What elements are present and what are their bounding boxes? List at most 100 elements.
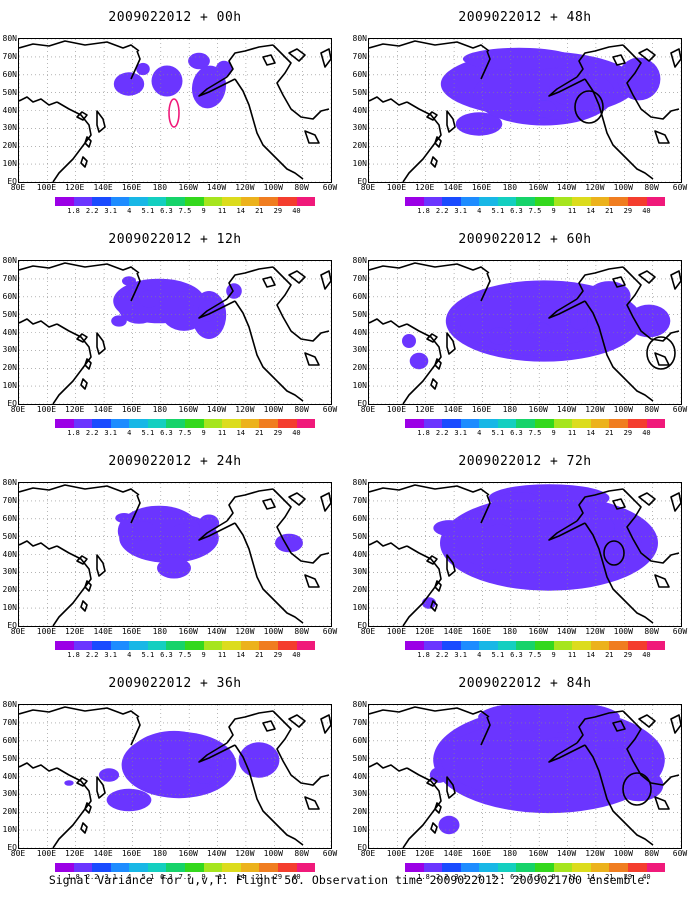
coastline xyxy=(320,492,331,512)
lat-tick-label: 50N xyxy=(2,531,17,541)
lat-tick-label: 10N xyxy=(2,603,17,613)
variance-contour xyxy=(593,517,615,539)
colorbar-swatch xyxy=(147,197,167,206)
lat-tick-label: 40N xyxy=(352,327,367,337)
coastline xyxy=(446,332,456,355)
colorbar-swatch xyxy=(460,419,480,428)
lat-tick-label: 20N xyxy=(2,585,17,595)
lon-tick-label: 140E xyxy=(443,405,463,414)
coastline xyxy=(234,300,304,402)
lon-tick-label: 120W xyxy=(585,627,605,636)
variance-contour xyxy=(98,768,120,782)
lat-tick-label: EQ xyxy=(357,621,367,630)
colorbar-level-label: 40 xyxy=(292,873,301,881)
colorbar-swatch xyxy=(423,419,443,428)
lon-tick-label: 80W xyxy=(294,183,309,192)
lon-tick-label: 80W xyxy=(644,405,659,414)
lat-tick-label: EQ xyxy=(7,621,17,630)
lon-tick-label: 120W xyxy=(235,849,255,858)
lon-tick-label: 140E xyxy=(443,627,463,636)
lon-tick-label: 140E xyxy=(93,405,113,414)
lat-tick-label: 60N xyxy=(352,513,367,523)
colorbar-swatch xyxy=(497,419,517,428)
lat-tick-label: 10N xyxy=(352,825,367,835)
lon-tick-label: 160W xyxy=(178,627,198,636)
colorbar-swatch xyxy=(240,863,260,872)
map-panel-12h: 2009022012 + 12h 80N 70N 60N 50N 40N 30N 20N 10N… xyxy=(0,222,350,444)
lat-tick-label: 80N xyxy=(352,478,367,487)
colorbar-level-label: 1.8 xyxy=(417,651,430,659)
colorbar-level-label: 7.5 xyxy=(528,429,542,437)
colorbar-level-label: 2.2 xyxy=(435,207,449,215)
colorbar-level-label: 6.3 xyxy=(510,429,523,437)
colorbar-level-label: 2.2 xyxy=(85,207,99,215)
coastline xyxy=(369,262,490,274)
coastline xyxy=(76,333,88,343)
lat-tick-label: 40N xyxy=(2,105,17,115)
coastline xyxy=(304,574,320,588)
colorbar-level-label: 40 xyxy=(642,651,651,659)
colorbar-swatch xyxy=(423,863,443,872)
colorbar-swatch xyxy=(572,863,591,872)
colorbar-level-label: 3.1 xyxy=(104,207,118,215)
colorbar-level-label: 6.3 xyxy=(160,429,173,437)
lon-tick-label: 120W xyxy=(235,405,255,414)
panel-title: 2009022012 + 00h xyxy=(108,10,242,25)
coastline xyxy=(304,130,320,144)
colorbar-swatch xyxy=(627,419,647,428)
lon-tick-label: 180 xyxy=(502,627,518,636)
colorbar-swatch xyxy=(73,641,93,650)
variance-contour xyxy=(188,52,210,70)
lon-tick-label: 60W xyxy=(672,627,688,636)
lat-tick-label: 30N xyxy=(2,789,17,799)
panel-title: 2009022012 + 36h xyxy=(108,676,242,691)
colorbar-level-label: 5.1 xyxy=(491,873,505,881)
lat-tick-label: 50N xyxy=(352,87,367,97)
map-plot-area xyxy=(368,260,682,405)
coastline xyxy=(622,488,680,564)
coastline xyxy=(262,498,276,510)
variance-contour xyxy=(549,72,589,106)
colorbar-swatch xyxy=(92,863,111,872)
coastline xyxy=(262,54,276,66)
colorbar-swatch xyxy=(497,641,517,650)
variance-contour xyxy=(526,322,552,340)
variance-contour xyxy=(455,112,503,136)
colorbar-level-label: 29 xyxy=(623,651,633,659)
colorbar xyxy=(55,863,316,872)
variance-contour xyxy=(136,62,150,76)
lat-tick-label: 80N xyxy=(352,34,367,43)
colorbar-swatch xyxy=(405,419,424,428)
colorbar-swatch xyxy=(296,863,316,872)
variance-contour xyxy=(488,327,510,345)
coastline xyxy=(226,266,274,300)
coastline xyxy=(480,272,491,302)
variance-contour xyxy=(627,304,671,338)
coastline xyxy=(272,710,330,786)
colorbar-level-label: 1.8 xyxy=(67,873,80,881)
colorbar-swatch xyxy=(240,641,260,650)
colorbar-level-label: 9 xyxy=(201,429,206,437)
coastline xyxy=(430,600,438,612)
lon-tick-label: 60W xyxy=(322,405,338,414)
colorbar-level-label: 21 xyxy=(255,207,264,215)
coastline xyxy=(654,796,670,810)
variance-map xyxy=(19,483,331,626)
coastline xyxy=(638,48,656,62)
colorbar-level-label: 11 xyxy=(217,651,227,659)
lon-tick-label: 60W xyxy=(322,627,338,636)
colorbar-swatch xyxy=(516,197,536,206)
lon-tick-label: 100W xyxy=(263,183,283,192)
colorbar-swatch xyxy=(516,419,536,428)
colorbar-swatch xyxy=(277,863,297,872)
colorbar-level-label: 9 xyxy=(201,651,206,659)
lat-tick-label: 20N xyxy=(352,807,367,817)
variance-contour xyxy=(617,57,661,101)
colorbar-swatch xyxy=(646,863,666,872)
coastline xyxy=(369,40,490,52)
colorbar-level-label: 5.1 xyxy=(491,207,505,215)
lon-tick-label: 80W xyxy=(644,849,659,858)
colorbar-swatch xyxy=(73,863,93,872)
colorbar-level-label: 29 xyxy=(273,873,283,881)
colorbar-swatch xyxy=(296,641,316,650)
